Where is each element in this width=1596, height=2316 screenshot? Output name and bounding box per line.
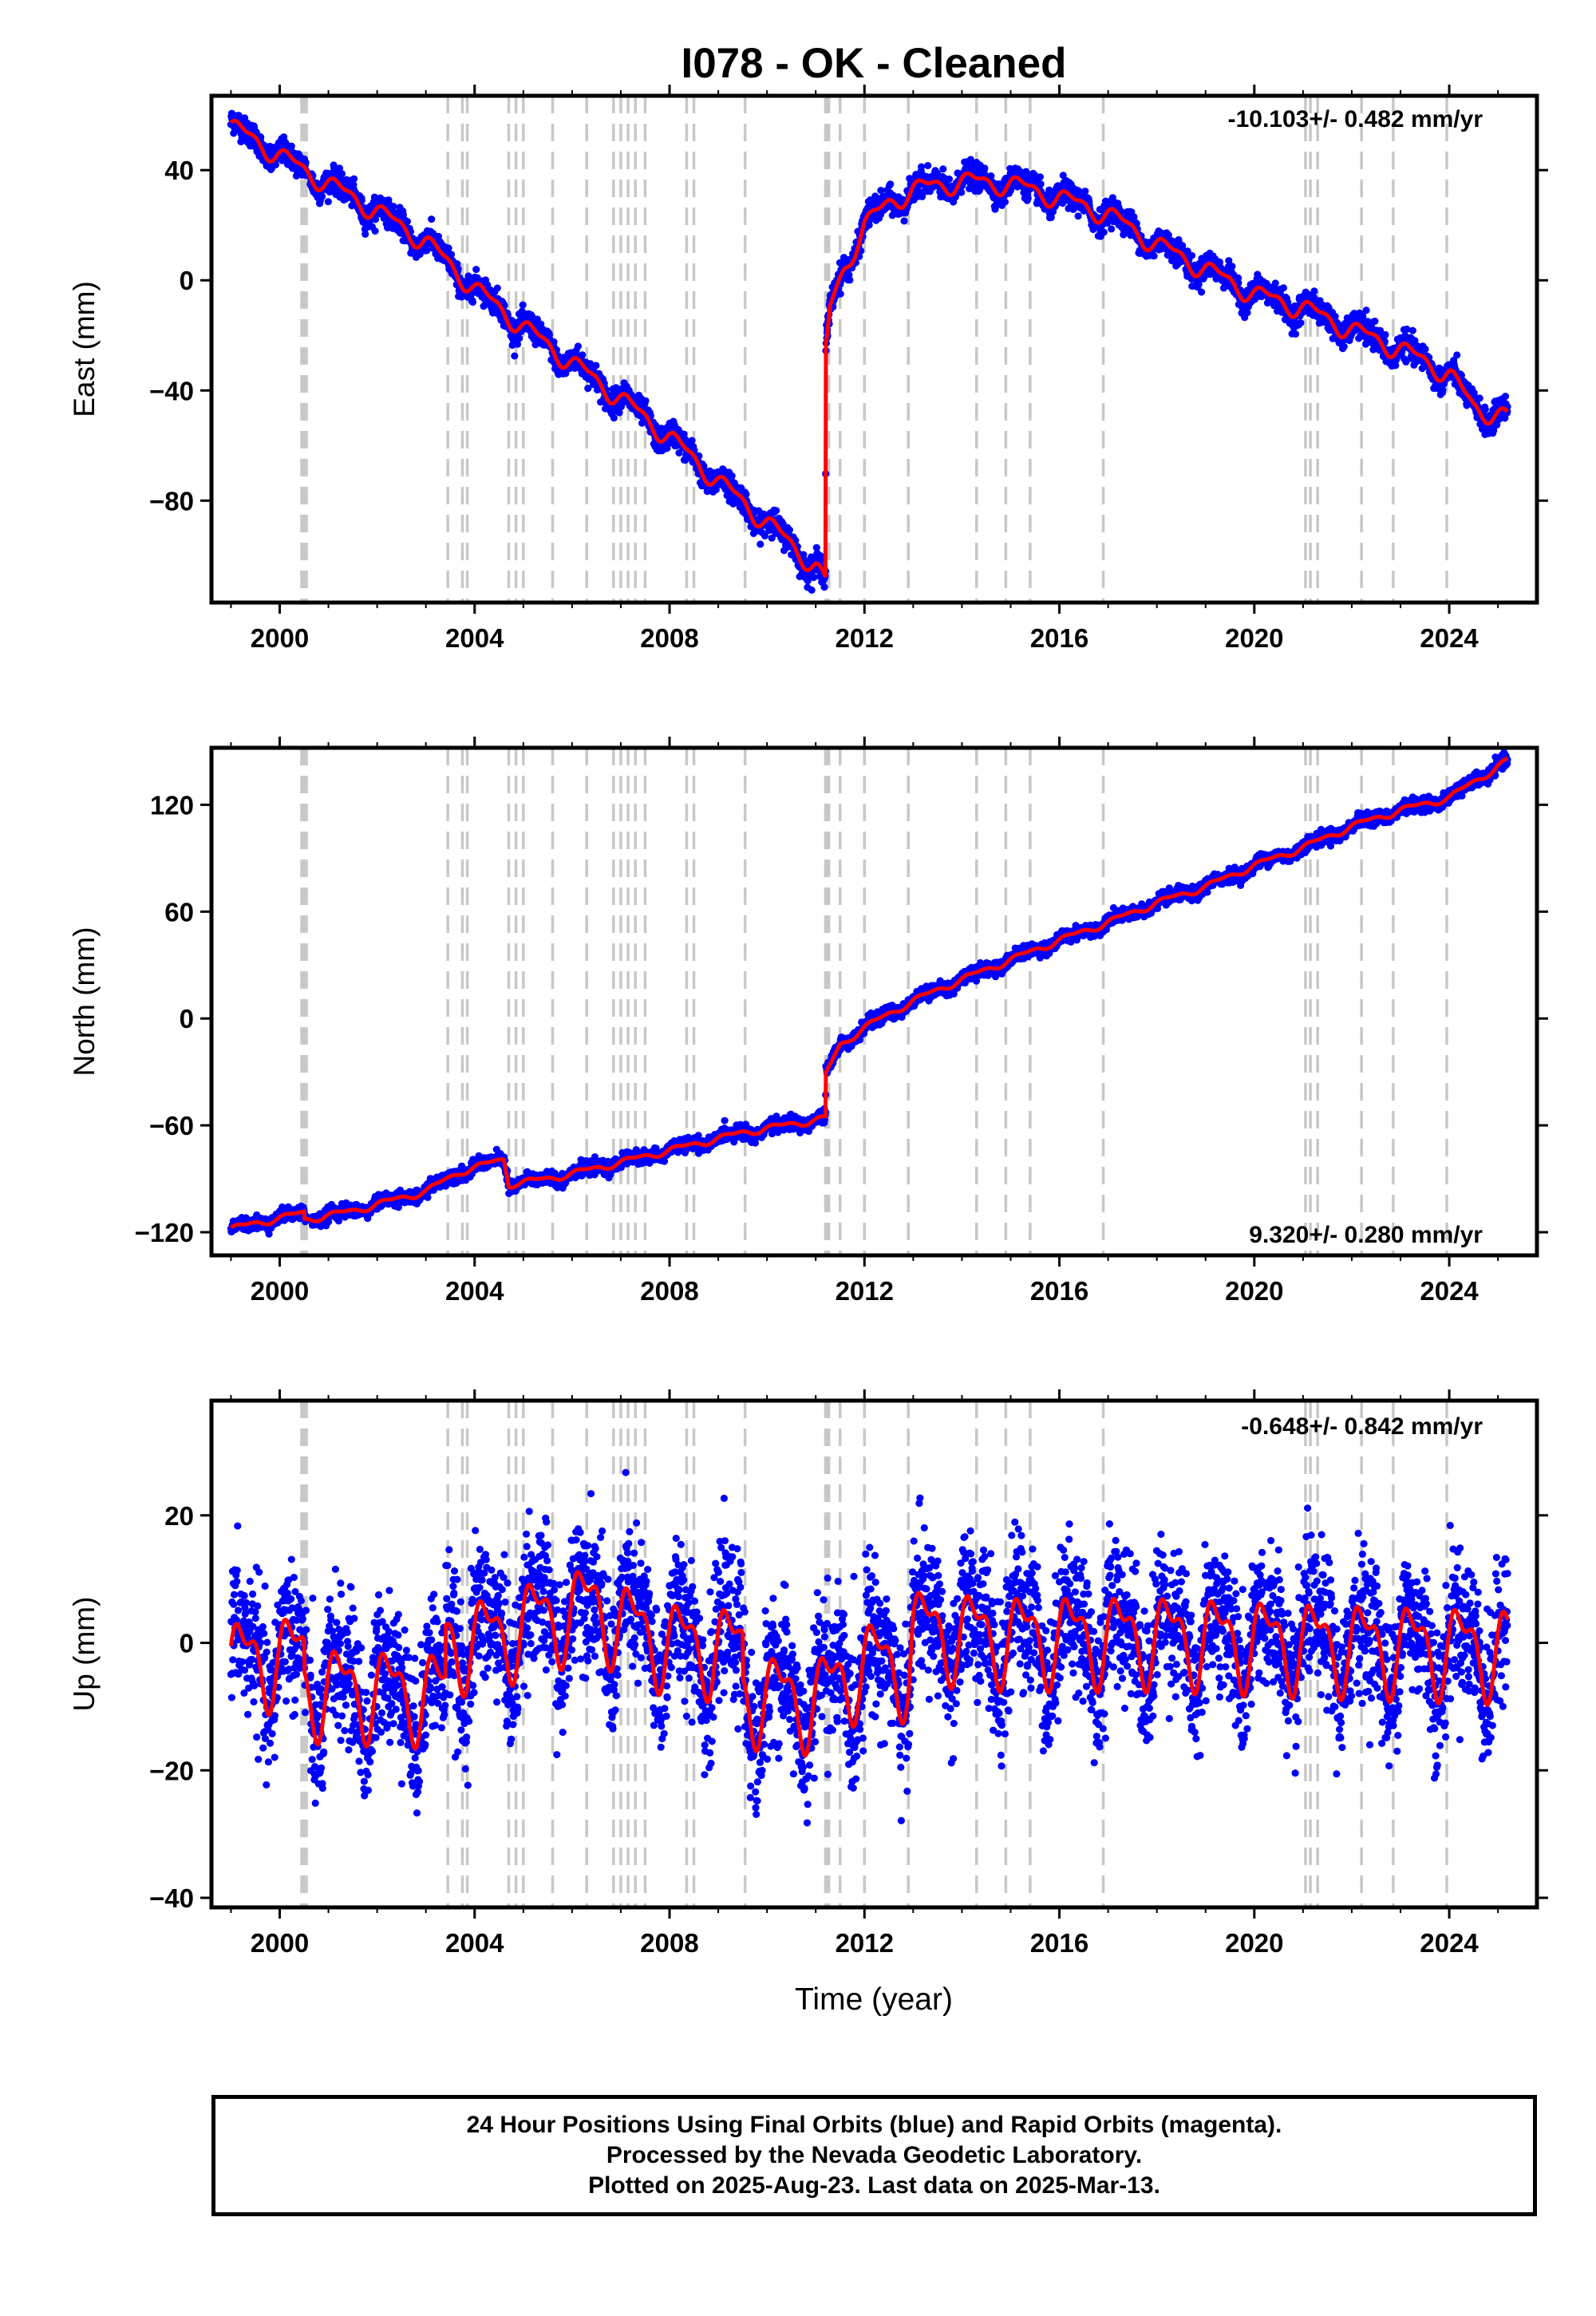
x-tick-label: 2024 xyxy=(1420,1928,1479,1958)
panel-2: 2000 2004 2008 2012 2016 2020 2024 120 60 0 −60 −12… xyxy=(68,737,1548,1306)
x-tick-label: 2004 xyxy=(445,1276,504,1306)
footer-box: 24 Hour Positions Using Final Orbits (bl… xyxy=(211,2095,1537,2216)
x-tick-label: 2020 xyxy=(1225,1276,1283,1306)
panel-frame xyxy=(209,1398,1539,1910)
x-tick-label: 2008 xyxy=(640,1928,698,1958)
y-tick-label: 0 xyxy=(180,1004,194,1034)
rate-label: -0.648+/- 0.842 mm/yr xyxy=(1241,1413,1483,1440)
panel-1: 2000 2004 2008 2012 2016 2020 2024 40 0 −40 −80 Eas… xyxy=(68,85,1548,653)
footer-line-3: Plotted on 2025-Aug-23. Last data on 202… xyxy=(588,2172,1160,2199)
figure-title: I078 - OK - Cleaned xyxy=(681,40,1066,87)
panel-frame xyxy=(209,745,1539,1258)
data-points xyxy=(227,109,1511,594)
x-tick-label: 2016 xyxy=(1030,1276,1088,1306)
footer-line-1: 24 Hour Positions Using Final Orbits (bl… xyxy=(466,2112,1282,2138)
scatter-points xyxy=(227,1468,1511,1827)
x-tick-label: 2016 xyxy=(1030,1928,1088,1958)
gps-time-series-figure: I078 - OK - Cleaned Time (year) 2000 2004… xyxy=(68,40,1548,2017)
y-tick-label: −40 xyxy=(149,376,194,405)
x-tick-label: 2020 xyxy=(1225,623,1283,653)
model-curve xyxy=(228,1570,1510,1758)
x-tick-label: 2004 xyxy=(445,623,504,653)
y-tick-label: 60 xyxy=(164,897,194,927)
y-axis-label: North (mm) xyxy=(68,927,101,1076)
y-tick-label: −40 xyxy=(149,1883,194,1913)
y-tick-label: −20 xyxy=(149,1756,194,1785)
y-tick-label: −60 xyxy=(149,1111,194,1140)
x-tick-label: 2008 xyxy=(640,1276,698,1306)
model-curve xyxy=(230,756,1509,1230)
panel-3: 2000 2004 2008 2012 2016 2020 2024 20 0 −20 −40 Up … xyxy=(68,1389,1548,1958)
x-tick-label: 2020 xyxy=(1225,1928,1283,1958)
y-tick-label: −80 xyxy=(149,486,194,516)
scatter-points xyxy=(227,109,1511,594)
y-tick-label: 20 xyxy=(164,1501,194,1531)
x-tick-label: 2000 xyxy=(251,1276,309,1306)
scatter-points xyxy=(227,749,1511,1238)
x-tick-label: 2000 xyxy=(251,1928,309,1958)
x-tick-label: 2004 xyxy=(445,1928,504,1958)
rate-label: -10.103+/- 0.482 mm/yr xyxy=(1228,106,1483,132)
step-lines xyxy=(300,96,1448,603)
x-tick-label: 2024 xyxy=(1420,623,1479,653)
y-tick-label: 120 xyxy=(150,790,194,820)
y-tick-label: 0 xyxy=(180,1629,194,1658)
x-tick-label: 2012 xyxy=(836,1276,894,1306)
step-lines xyxy=(300,1401,1448,1907)
x-axis-label: Time (year) xyxy=(795,1982,953,2017)
x-tick-label: 2012 xyxy=(836,623,894,653)
x-tick-label: 2016 xyxy=(1030,623,1088,653)
x-tick-label: 2024 xyxy=(1420,1276,1479,1306)
panel-frame xyxy=(209,93,1539,605)
x-tick-label: 2008 xyxy=(640,623,698,653)
data-points xyxy=(227,1468,1511,1827)
y-axis-label: East (mm) xyxy=(68,281,101,417)
model-curve xyxy=(229,118,1510,578)
footer-line-2: Processed by the Nevada Geodetic Laborat… xyxy=(606,2142,1143,2168)
rate-label: 9.320+/- 0.280 mm/yr xyxy=(1249,1222,1483,1248)
step-lines xyxy=(300,748,1448,1255)
data-points xyxy=(227,749,1511,1238)
y-tick-label: 40 xyxy=(164,156,194,185)
y-tick-label: −120 xyxy=(135,1218,194,1247)
y-tick-label: 0 xyxy=(180,266,194,295)
y-axis-label: Up (mm) xyxy=(68,1597,101,1712)
x-tick-label: 2012 xyxy=(836,1928,894,1958)
x-tick-label: 2000 xyxy=(251,623,309,653)
